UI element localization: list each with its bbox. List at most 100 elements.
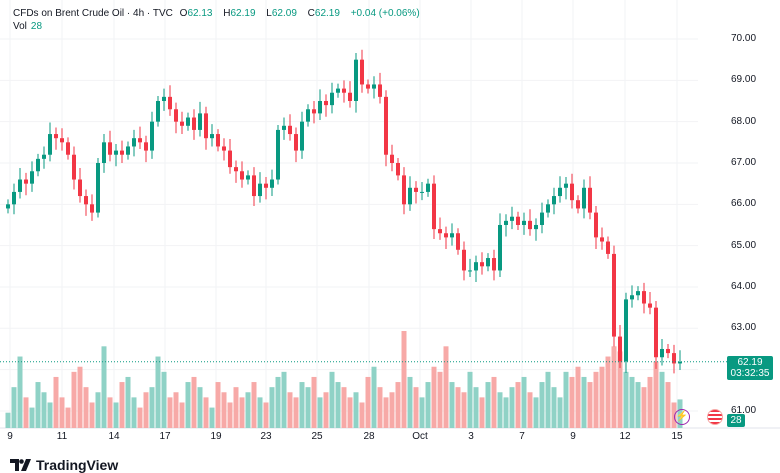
candle-body [498, 224, 502, 271]
candle-body [426, 183, 430, 192]
volume-bar [653, 361, 659, 428]
candle-body [246, 175, 250, 180]
price-tick-label: 63.00 [731, 322, 757, 334]
tradingview-logo-icon [10, 459, 31, 471]
volume-bar [647, 376, 653, 428]
symbol-title[interactable]: CFDs on Brent Crude Oil · 4h · TVC [13, 8, 173, 19]
candle-body [552, 196, 556, 205]
volume-bar [497, 392, 503, 428]
lightning-icon[interactable]: ⚡ [674, 409, 690, 425]
last-price: 62.19 [737, 357, 763, 368]
close-value: 62.19 [314, 8, 340, 19]
volume-bar [299, 382, 305, 428]
volume-bar [635, 382, 641, 428]
volume-bar [353, 392, 359, 428]
volume-bar [47, 402, 53, 428]
volume-bar [107, 397, 113, 428]
candle-body [390, 154, 394, 163]
volume-bar [587, 382, 593, 428]
volume-bar [167, 397, 173, 428]
candle-body [180, 121, 184, 126]
volume-bar [581, 376, 587, 428]
time-tick-label: 17 [159, 431, 171, 442]
candle-body [540, 212, 544, 225]
volume-bar [29, 407, 35, 428]
volume-bar [179, 402, 185, 428]
candle-body [612, 253, 616, 337]
price-tick-label: 67.00 [731, 156, 757, 168]
volume-bar [401, 331, 407, 428]
volume-bar [491, 376, 497, 428]
volume-bar [359, 402, 365, 428]
volume-bar [137, 407, 143, 428]
candle-body [576, 200, 580, 209]
candle-body [324, 100, 328, 106]
time-tick-label: 23 [260, 431, 272, 442]
candle-body [270, 179, 274, 188]
candle-body [222, 146, 226, 151]
volume-bar [551, 387, 557, 428]
low-label: L [266, 8, 272, 19]
candle-body [486, 258, 490, 267]
candle-body [60, 138, 64, 143]
volume-bar [95, 392, 101, 428]
candle-body [354, 59, 358, 101]
candle-body [336, 88, 340, 93]
candle-body [312, 109, 316, 114]
candle-body [462, 249, 466, 271]
candle-body [120, 150, 124, 155]
candle-body [492, 258, 496, 271]
volume-bar [335, 382, 341, 428]
volume-bar [449, 382, 455, 428]
us-flag-icon[interactable] [707, 409, 723, 425]
volume-bar [455, 387, 461, 428]
candle-body [672, 353, 676, 364]
candle-body [84, 196, 88, 205]
candle-body [42, 154, 46, 159]
volume-bar [425, 382, 431, 428]
candle-body [414, 187, 418, 192]
time-tick-label: 19 [210, 431, 222, 442]
volume-bar [161, 371, 167, 428]
volume-bar [539, 382, 545, 428]
candle-body [252, 175, 256, 197]
candle-body [546, 204, 550, 213]
volume-bar [473, 387, 479, 428]
candle-body [534, 224, 538, 230]
volume-badge: 28 [727, 414, 745, 427]
candle-body [396, 162, 400, 176]
candle-body [528, 220, 532, 230]
volume-bar [593, 371, 599, 428]
candle-body [18, 179, 22, 192]
volume-bar [77, 366, 83, 428]
candle-body [660, 348, 664, 358]
candle-body [510, 216, 514, 221]
volume-bar [365, 376, 371, 428]
volume-bar [197, 387, 203, 428]
volume-bar [503, 397, 509, 428]
chart-legend: CFDs on Brent Crude Oil · 4h · TVC O62.1… [13, 7, 424, 33]
volume-bar [479, 397, 485, 428]
price-tick-label: 64.00 [731, 280, 757, 292]
volume-bar [263, 402, 269, 428]
candle-body [594, 212, 598, 238]
candle-body [132, 138, 136, 147]
candle-body [168, 96, 172, 110]
price-tick-label: 66.00 [731, 198, 757, 210]
time-tick-label: 12 [619, 431, 631, 442]
candle-body [216, 134, 220, 147]
bar-countdown: 03:32:35 [730, 368, 770, 379]
price-tick-label: 70.00 [731, 33, 757, 44]
candle-body [648, 303, 652, 308]
tradingview-logo[interactable]: TradingView [10, 457, 118, 473]
candle-body [642, 291, 646, 304]
candle-body [150, 121, 154, 151]
volume-bar [275, 376, 281, 428]
volume-bar [191, 376, 197, 428]
price-tick-label: 69.00 [731, 74, 757, 86]
candle-body [126, 146, 130, 155]
volume-bar [251, 382, 257, 428]
volume-bar [347, 397, 353, 428]
volume-bar [329, 371, 335, 428]
